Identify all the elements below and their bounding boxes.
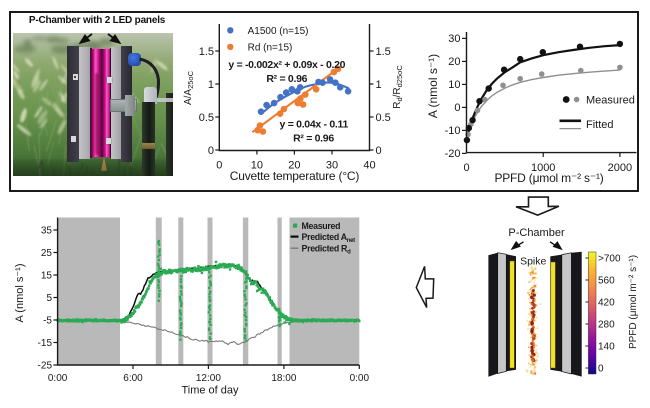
- svg-text:A1500 (n=15): A1500 (n=15): [248, 26, 309, 37]
- svg-text:15: 15: [41, 271, 53, 282]
- svg-text:0: 0: [208, 145, 214, 157]
- svg-text:-15: -15: [38, 338, 53, 349]
- svg-text:Predicted Anet: Predicted Anet: [302, 232, 356, 244]
- svg-text:30: 30: [448, 33, 460, 45]
- svg-text:35: 35: [41, 226, 53, 237]
- svg-text:1.5: 1.5: [199, 46, 214, 58]
- svg-text:Measured: Measured: [302, 221, 341, 231]
- svg-text:5: 5: [46, 293, 52, 304]
- svg-text:Time of day: Time of day: [181, 385, 239, 397]
- svg-text:y = -0.002x² + 0.09x - 0.20: y = -0.002x² + 0.09x - 0.20: [228, 59, 345, 71]
- svg-text:0: 0: [216, 160, 222, 172]
- svg-text:Fitted: Fitted: [586, 119, 614, 131]
- svg-text:Measured: Measured: [586, 94, 635, 106]
- svg-text:12:00: 12:00: [196, 373, 221, 384]
- svg-text:P-Chamber: P-Chamber: [508, 227, 565, 239]
- svg-text:PPFD (μmol m⁻² s⁻¹): PPFD (μmol m⁻² s⁻¹): [494, 171, 603, 185]
- svg-text:R² = 0.96: R² = 0.96: [266, 73, 307, 85]
- svg-text:20: 20: [448, 56, 460, 68]
- svg-text:-20: -20: [445, 148, 461, 160]
- svg-text:y = 0.04x - 0.11: y = 0.04x - 0.11: [280, 119, 349, 131]
- svg-text:140: 140: [598, 342, 615, 353]
- svg-text:1000: 1000: [531, 162, 555, 174]
- svg-text:0.5: 0.5: [199, 112, 214, 124]
- svg-text:-5: -5: [43, 316, 52, 327]
- svg-text:0: 0: [376, 145, 382, 157]
- svg-text:0: 0: [463, 162, 469, 174]
- svg-text:R² = 0.96: R² = 0.96: [293, 133, 334, 145]
- svg-text:1: 1: [208, 79, 214, 91]
- svg-text:40: 40: [363, 160, 375, 172]
- svg-text:0: 0: [598, 364, 604, 375]
- svg-text:A (nmol s⁻¹): A (nmol s⁻¹): [426, 54, 440, 118]
- svg-text:Cuvette temperature (°C): Cuvette temperature (°C): [230, 169, 360, 183]
- svg-text:6:00: 6:00: [123, 373, 143, 384]
- svg-text:0.5: 0.5: [376, 112, 391, 124]
- svg-text:1: 1: [376, 79, 382, 91]
- svg-text:18:00: 18:00: [271, 373, 296, 384]
- svg-text:280: 280: [598, 320, 615, 331]
- svg-text:Rd (n=15): Rd (n=15): [248, 42, 293, 53]
- svg-text:20: 20: [288, 160, 300, 172]
- svg-text:-10: -10: [445, 125, 461, 137]
- svg-text:-25: -25: [38, 361, 53, 372]
- svg-text:25: 25: [41, 248, 53, 259]
- svg-text:Rd/Rd25oC: Rd/Rd25oC: [392, 65, 404, 109]
- svg-text:A/A25oC: A/A25oC: [183, 70, 195, 105]
- svg-text:2000: 2000: [608, 162, 632, 174]
- svg-text:0:00: 0:00: [350, 373, 370, 384]
- svg-text:Spike: Spike: [520, 256, 546, 268]
- svg-text:0: 0: [454, 102, 460, 114]
- svg-text:30: 30: [326, 160, 338, 172]
- svg-text:>700: >700: [598, 254, 621, 265]
- svg-text:10: 10: [448, 79, 460, 91]
- svg-text:0:00: 0:00: [48, 373, 68, 384]
- svg-text:10: 10: [251, 160, 263, 172]
- svg-text:420: 420: [598, 298, 615, 309]
- svg-text:1.5: 1.5: [376, 46, 391, 58]
- svg-text:A (nmol s⁻¹): A (nmol s⁻¹): [14, 264, 26, 323]
- svg-text:Predicted Rd: Predicted Rd: [302, 244, 352, 256]
- svg-text:560: 560: [598, 276, 615, 287]
- svg-text:PPFD (μmol m⁻² s⁻¹): PPFD (μmol m⁻² s⁻¹): [628, 255, 639, 349]
